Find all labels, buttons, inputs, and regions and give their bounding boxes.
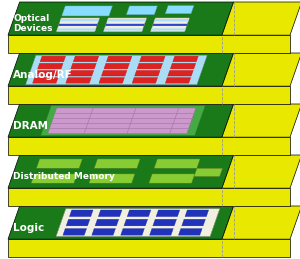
- Polygon shape: [222, 2, 300, 35]
- Polygon shape: [41, 106, 205, 135]
- Polygon shape: [56, 209, 220, 236]
- Polygon shape: [33, 77, 58, 83]
- Polygon shape: [105, 24, 145, 26]
- Polygon shape: [8, 239, 290, 257]
- Polygon shape: [68, 70, 94, 76]
- Polygon shape: [152, 24, 188, 26]
- Polygon shape: [8, 155, 234, 188]
- Polygon shape: [73, 56, 99, 62]
- Polygon shape: [8, 2, 234, 35]
- Polygon shape: [222, 104, 300, 137]
- Polygon shape: [106, 56, 132, 62]
- Polygon shape: [173, 56, 198, 62]
- Polygon shape: [63, 228, 87, 235]
- Polygon shape: [8, 137, 290, 155]
- Text: Optical
Devices: Optical Devices: [13, 14, 52, 33]
- Polygon shape: [165, 77, 191, 83]
- Polygon shape: [95, 219, 119, 226]
- Polygon shape: [56, 18, 100, 32]
- Polygon shape: [103, 18, 147, 32]
- Polygon shape: [35, 70, 61, 76]
- Polygon shape: [124, 219, 148, 226]
- Polygon shape: [149, 174, 195, 183]
- Polygon shape: [92, 228, 116, 235]
- Polygon shape: [69, 210, 93, 217]
- Polygon shape: [38, 63, 63, 69]
- Polygon shape: [60, 19, 99, 21]
- Polygon shape: [66, 219, 90, 226]
- Polygon shape: [98, 210, 122, 217]
- Polygon shape: [222, 53, 300, 86]
- Polygon shape: [150, 228, 173, 235]
- Polygon shape: [8, 104, 234, 137]
- Polygon shape: [36, 159, 82, 168]
- Polygon shape: [168, 70, 193, 76]
- Polygon shape: [89, 174, 135, 183]
- Polygon shape: [48, 108, 196, 134]
- Polygon shape: [57, 28, 96, 31]
- Polygon shape: [58, 24, 98, 26]
- Polygon shape: [8, 35, 290, 53]
- Polygon shape: [8, 86, 290, 104]
- Polygon shape: [101, 70, 127, 76]
- Polygon shape: [222, 206, 300, 239]
- Polygon shape: [182, 219, 206, 226]
- Polygon shape: [8, 206, 234, 239]
- Polygon shape: [153, 219, 176, 226]
- Polygon shape: [121, 228, 144, 235]
- Polygon shape: [127, 210, 151, 217]
- Polygon shape: [137, 63, 163, 69]
- Polygon shape: [165, 6, 194, 14]
- Polygon shape: [99, 77, 124, 83]
- Polygon shape: [40, 56, 66, 62]
- Text: DRAM: DRAM: [13, 120, 48, 131]
- Polygon shape: [104, 63, 129, 69]
- Polygon shape: [132, 77, 158, 83]
- Polygon shape: [107, 19, 146, 21]
- Polygon shape: [154, 19, 189, 21]
- Polygon shape: [194, 168, 223, 177]
- Polygon shape: [140, 56, 165, 62]
- Polygon shape: [71, 63, 96, 69]
- Polygon shape: [135, 70, 160, 76]
- Polygon shape: [8, 188, 290, 206]
- Polygon shape: [26, 55, 207, 84]
- Polygon shape: [66, 77, 91, 83]
- Polygon shape: [62, 6, 112, 16]
- Polygon shape: [8, 53, 234, 86]
- Polygon shape: [156, 210, 180, 217]
- Polygon shape: [170, 63, 196, 69]
- Text: Logic: Logic: [13, 222, 44, 233]
- Polygon shape: [104, 28, 143, 31]
- Polygon shape: [151, 28, 186, 31]
- Polygon shape: [154, 159, 200, 168]
- Text: Distributed Memory: Distributed Memory: [13, 172, 115, 181]
- Polygon shape: [178, 228, 202, 235]
- Polygon shape: [222, 155, 300, 188]
- Text: Analog/RF: Analog/RF: [13, 70, 73, 80]
- Polygon shape: [127, 6, 157, 15]
- Polygon shape: [185, 210, 209, 217]
- Polygon shape: [31, 174, 77, 183]
- Polygon shape: [150, 18, 190, 32]
- Polygon shape: [94, 159, 140, 168]
